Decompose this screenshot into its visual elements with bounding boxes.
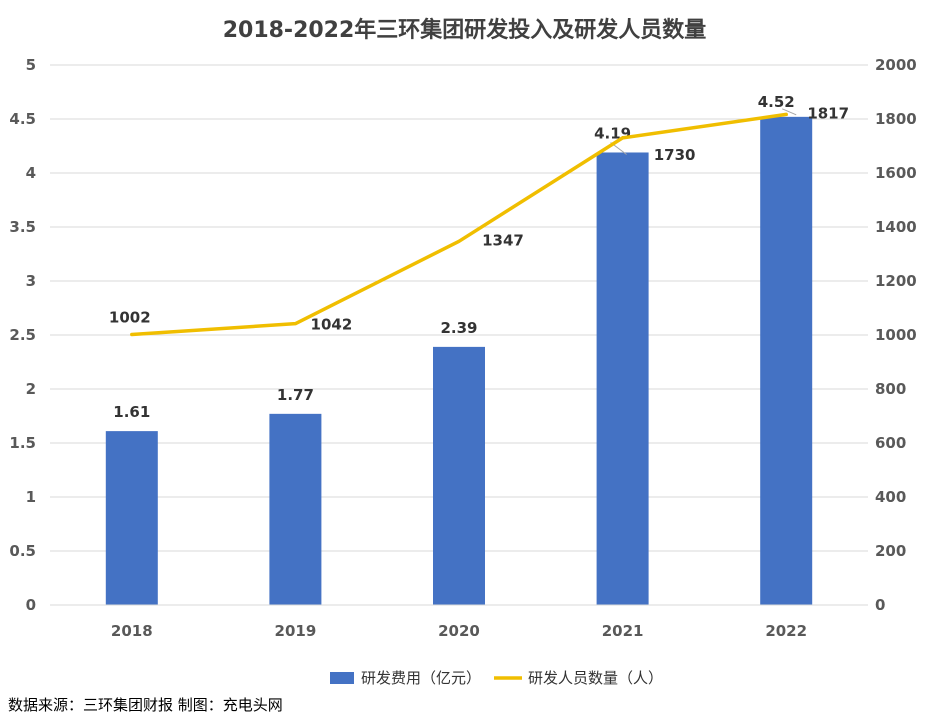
bar: [760, 116, 813, 605]
bar-data-label: 4.52: [758, 93, 795, 111]
right-tick-label: 1000: [875, 326, 917, 344]
line-data-label: 1817: [807, 104, 849, 122]
x-tick-label: 2019: [275, 622, 317, 640]
line-series: 1002 1042 1347 1730 1817: [109, 104, 849, 337]
bar: [433, 346, 485, 605]
right-tick-label: 400: [875, 488, 906, 506]
x-tick-label: 2021: [602, 622, 644, 640]
chart-title: 2018-2022年三环集团研发投入及研发人员数量: [222, 18, 707, 43]
x-tick-label: 2020: [438, 622, 480, 640]
left-tick-label: 1: [26, 488, 36, 506]
source-note: 数据来源：三环集团财报 制图：充电头网: [8, 696, 283, 714]
left-tick-label: 4.5: [9, 110, 36, 128]
x-axis: 2018 2019 2020 2021 2022: [50, 604, 868, 640]
left-y-axis: 0 0.5 1 1.5 2 2.5 3 3.5 4 4.5 5: [9, 56, 36, 614]
right-tick-label: 2000: [875, 56, 917, 74]
line-data-label: 1730: [654, 146, 696, 164]
x-tick-label: 2022: [765, 622, 807, 640]
legend-label: 研发费用（亿元）: [361, 669, 481, 687]
bar: [105, 431, 158, 605]
x-tick-label: 2018: [111, 622, 153, 640]
left-tick-label: 0: [26, 596, 36, 614]
right-tick-label: 800: [875, 380, 906, 398]
left-tick-label: 3: [26, 272, 36, 290]
leader-line: [782, 108, 797, 116]
right-tick-label: 1200: [875, 272, 917, 290]
right-y-axis: 0 200 400 600 800 1000 1200 1400 1600 1800 2000: [875, 56, 917, 614]
line-data-label: 1002: [109, 308, 151, 326]
bar-data-label: 1.61: [113, 403, 150, 421]
left-tick-label: 2: [26, 380, 36, 398]
right-tick-label: 1800: [875, 110, 917, 128]
bar: [269, 413, 322, 605]
right-tick-label: 600: [875, 434, 906, 452]
line-path: [130, 112, 788, 337]
legend-label: 研发人员数量（人）: [528, 669, 663, 687]
bar-data-label: 2.39: [440, 319, 477, 337]
right-tick-label: 200: [875, 542, 906, 560]
bar-data-label: 1.77: [277, 386, 314, 404]
legend: 研发费用（亿元） 研发人员数量（人）: [330, 669, 663, 687]
bar-series: 1.61 1.77 2.39 4.19 4.52: [105, 93, 813, 606]
left-tick-label: 3.5: [9, 218, 36, 236]
right-tick-label: 1400: [875, 218, 917, 236]
line-data-label: 1347: [482, 231, 524, 249]
right-tick-label: 0: [875, 596, 885, 614]
left-tick-label: 4: [26, 164, 36, 182]
left-tick-label: 5: [26, 56, 36, 74]
bar: [596, 152, 649, 606]
legend-swatch-bar: [330, 672, 354, 684]
bar-data-label: 4.19: [594, 124, 631, 142]
line-data-label: 1042: [311, 316, 353, 334]
left-tick-label: 0.5: [9, 542, 36, 560]
left-tick-label: 1.5: [9, 434, 36, 452]
right-tick-label: 1600: [875, 164, 917, 182]
left-tick-label: 2.5: [9, 326, 36, 344]
